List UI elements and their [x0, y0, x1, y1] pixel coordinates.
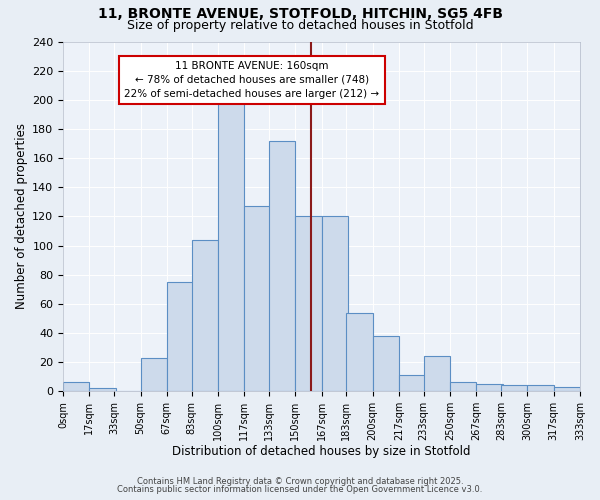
Text: Contains HM Land Registry data © Crown copyright and database right 2025.: Contains HM Land Registry data © Crown c…: [137, 477, 463, 486]
Y-axis label: Number of detached properties: Number of detached properties: [15, 124, 28, 310]
Text: 11 BRONTE AVENUE: 160sqm
← 78% of detached houses are smaller (748)
22% of semi-: 11 BRONTE AVENUE: 160sqm ← 78% of detach…: [124, 60, 379, 98]
Bar: [527, 386, 554, 391]
Text: Size of property relative to detached houses in Stotfold: Size of property relative to detached ho…: [127, 19, 473, 32]
Bar: [191, 240, 218, 391]
Bar: [424, 356, 450, 391]
Bar: [244, 206, 271, 391]
Bar: [399, 375, 425, 391]
Bar: [295, 216, 322, 391]
Text: Contains public sector information licensed under the Open Government Licence v3: Contains public sector information licen…: [118, 484, 482, 494]
Bar: [346, 312, 373, 391]
Bar: [218, 100, 244, 391]
Bar: [140, 358, 167, 391]
Bar: [373, 336, 399, 391]
Bar: [269, 140, 295, 391]
Bar: [322, 216, 348, 391]
Bar: [63, 382, 89, 391]
Bar: [450, 382, 476, 391]
Bar: [501, 386, 527, 391]
Bar: [476, 384, 503, 391]
X-axis label: Distribution of detached houses by size in Stotfold: Distribution of detached houses by size …: [172, 444, 471, 458]
Text: 11, BRONTE AVENUE, STOTFOLD, HITCHIN, SG5 4FB: 11, BRONTE AVENUE, STOTFOLD, HITCHIN, SG…: [97, 8, 503, 22]
Bar: [89, 388, 116, 391]
Bar: [554, 387, 580, 391]
Bar: [167, 282, 193, 391]
